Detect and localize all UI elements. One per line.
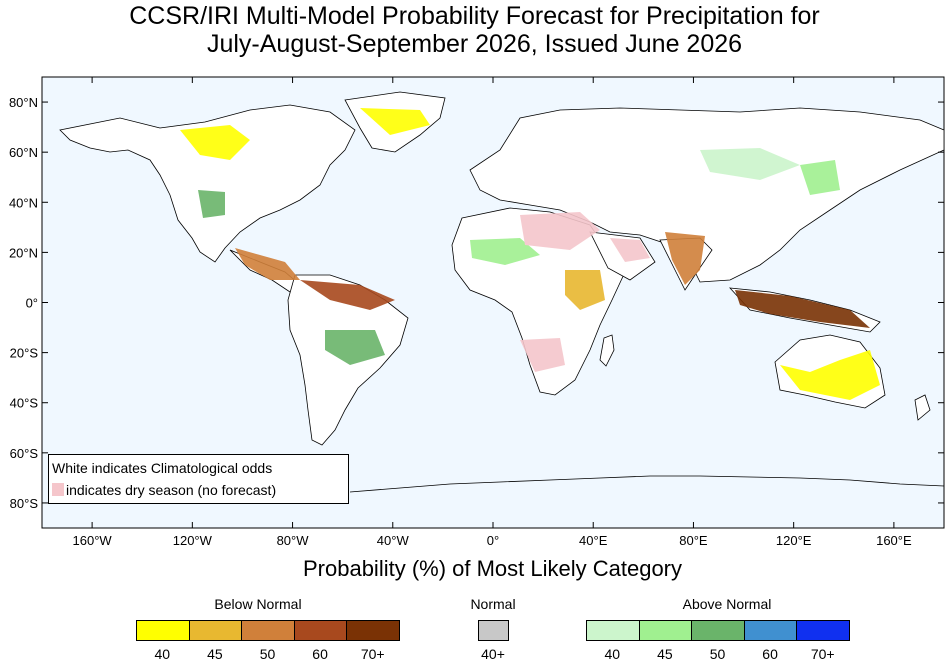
- shading-below-arctic: [360, 108, 430, 135]
- legend-tick-label: 40: [604, 646, 621, 662]
- legend-tick-label: 40+: [481, 646, 505, 662]
- shading-below-maritime: [735, 290, 870, 328]
- shading-below-east-africa: [565, 270, 605, 310]
- lat-tick-label: 40°N: [9, 195, 38, 210]
- legend-color-box: [346, 620, 400, 641]
- lon-tick-label: 120°W: [173, 533, 213, 548]
- note-climatology-text: White indicates Climatological odds: [52, 460, 273, 476]
- legend-above-title: Above Normal: [682, 596, 772, 612]
- legend-tick-label: 50: [259, 646, 276, 662]
- forecast-shading: [180, 108, 880, 400]
- shading-above-asia: [700, 148, 800, 180]
- shading-above-sahel: [470, 238, 540, 265]
- lon-tick-label: 80°W: [277, 533, 310, 548]
- shading-dry-sahara: [520, 212, 600, 250]
- legend-note-box: White indicates Climatological odds indi…: [48, 454, 349, 504]
- legend-tick-label: 70+: [810, 646, 835, 662]
- dry-season-swatch: [52, 483, 64, 496]
- lat-tick-label: 80°S: [10, 496, 39, 511]
- lat-tick-label: 60°N: [9, 145, 38, 160]
- lat-tick-label: 20°N: [9, 245, 38, 260]
- shading-dry-southern-africa: [520, 338, 565, 372]
- lon-tick-label: 0°: [487, 533, 499, 548]
- legend-color-box: [638, 620, 693, 641]
- legend-normal-title: Normal: [470, 596, 516, 612]
- note-dry-season-text: indicates dry season (no forecast): [66, 482, 277, 498]
- colorbar-subtitle: Probability (%) of Most Likely Category: [302, 556, 683, 581]
- lat-tick-label: 20°S: [10, 346, 39, 361]
- axis-ticks: [42, 77, 944, 528]
- legend-color-box: [241, 620, 295, 641]
- lon-tick-label: 40°W: [377, 533, 410, 548]
- shading-below-south-america-north: [300, 280, 395, 310]
- shading-below-central-america: [235, 248, 300, 280]
- lat-tick-label: 60°S: [10, 446, 39, 461]
- legend-color-box: [796, 620, 850, 641]
- antarctica-outline: [349, 475, 945, 493]
- legend-tick-label: 70+: [360, 646, 385, 662]
- lat-tick-label: 80°N: [9, 95, 38, 110]
- legend-tick-label: 45: [207, 646, 223, 662]
- latitude-labels: 80°N 60°N 40°N 20°N 0° 20°S 40°S 60°S 80°S: [9, 95, 38, 511]
- legend-tick-label: 60: [762, 646, 778, 662]
- legend-color-box: [691, 620, 745, 641]
- shading-below-india: [665, 232, 705, 285]
- shading-above-brazil: [325, 330, 385, 365]
- shading-above-east-asia: [800, 160, 840, 195]
- legend-tick-label: 50: [709, 646, 726, 662]
- shading-dry-arabia: [610, 238, 650, 262]
- legend-color-box: [743, 620, 798, 641]
- legend-below-title: Below Normal: [214, 596, 302, 612]
- longitude-labels: 160°W 120°W 80°W 40°W 0° 40°E 80°E 120°E 160°E: [73, 533, 912, 548]
- madagascar-landmass: [599, 334, 615, 367]
- lon-tick-label: 160°W: [73, 533, 113, 548]
- chart-title-line-1: CCSR/IRI Multi-Model Probability Forecas…: [129, 2, 820, 30]
- lat-tick-label: 0°: [26, 296, 38, 311]
- new-zealand-landmass: [914, 394, 931, 421]
- legend-tick-label: 60: [312, 646, 328, 662]
- shading-above-us: [198, 190, 225, 218]
- legend-tick-label: 45: [657, 646, 673, 662]
- lat-tick-label: 40°S: [10, 396, 39, 411]
- lon-tick-label: 40°E: [579, 533, 608, 548]
- legend-color-box: [136, 620, 190, 641]
- north-america-landmass: [59, 104, 356, 263]
- legend-tick-label: 40: [154, 646, 171, 662]
- lon-tick-label: 120°E: [776, 533, 812, 548]
- lon-tick-label: 160°E: [876, 533, 912, 548]
- legend-color-box: [293, 620, 348, 641]
- shading-below-canada: [180, 125, 250, 160]
- lon-tick-label: 80°E: [679, 533, 708, 548]
- shading-below-australia: [780, 350, 880, 400]
- legend-color-box: [586, 620, 640, 641]
- legend-color-box: [478, 620, 509, 641]
- legend-color-box: [188, 620, 243, 641]
- chart-title-line-2: July-August-September 2026, Issued June …: [206, 30, 743, 58]
